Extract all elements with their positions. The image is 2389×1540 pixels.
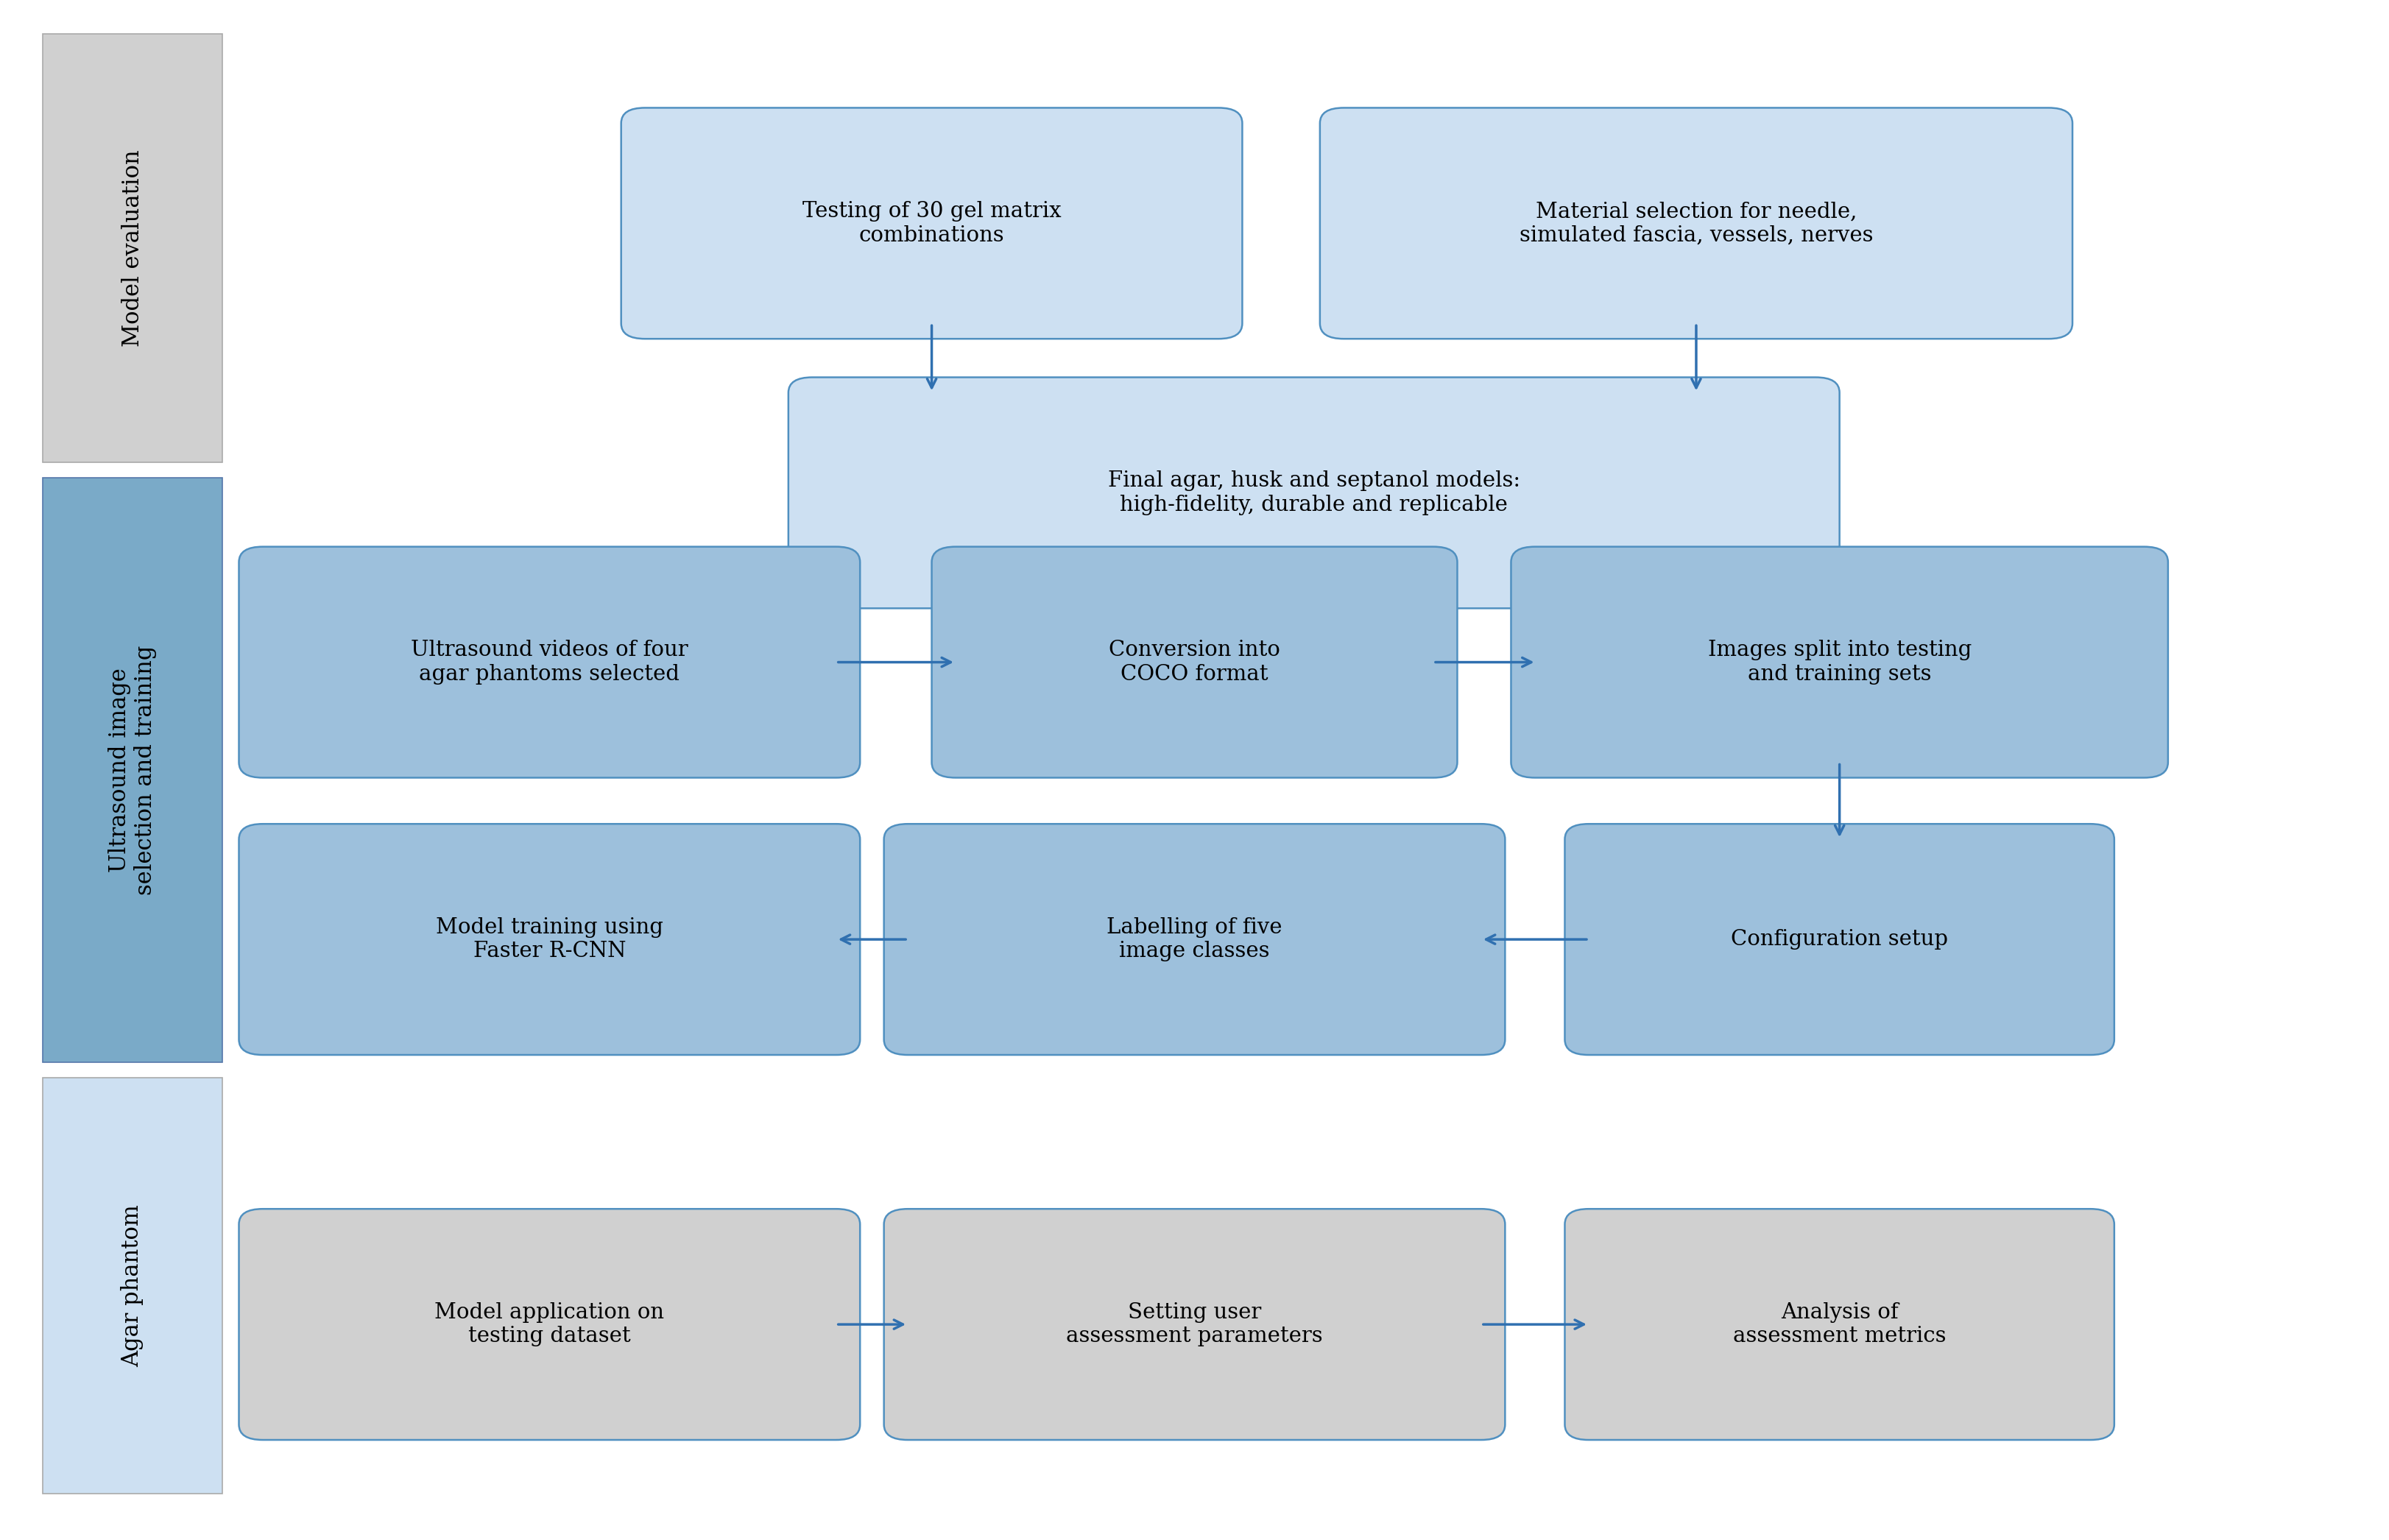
Text: Model application on
testing dataset: Model application on testing dataset — [435, 1303, 664, 1346]
FancyBboxPatch shape — [43, 34, 222, 462]
Text: Model evaluation: Model evaluation — [122, 149, 143, 347]
FancyBboxPatch shape — [621, 108, 1242, 339]
FancyBboxPatch shape — [239, 1209, 860, 1440]
Text: Model training using
Faster R-CNN: Model training using Faster R-CNN — [435, 918, 664, 961]
Text: Agar phantom: Agar phantom — [122, 1204, 143, 1368]
FancyBboxPatch shape — [788, 377, 1840, 608]
FancyBboxPatch shape — [43, 477, 222, 1063]
Text: Material selection for needle,
simulated fascia, vessels, nerves: Material selection for needle, simulated… — [1519, 202, 1873, 245]
FancyBboxPatch shape — [43, 1078, 222, 1494]
FancyBboxPatch shape — [1319, 108, 2071, 339]
FancyBboxPatch shape — [932, 547, 1457, 778]
Text: Configuration setup: Configuration setup — [1732, 929, 1947, 950]
FancyBboxPatch shape — [1512, 547, 2169, 778]
Text: Setting user
assessment parameters: Setting user assessment parameters — [1065, 1303, 1324, 1346]
Text: Images split into testing
and training sets: Images split into testing and training s… — [1708, 641, 1971, 684]
Text: Analysis of
assessment metrics: Analysis of assessment metrics — [1732, 1303, 1947, 1346]
FancyBboxPatch shape — [884, 1209, 1505, 1440]
FancyBboxPatch shape — [239, 824, 860, 1055]
FancyBboxPatch shape — [1565, 1209, 2114, 1440]
Text: Ultrasound videos of four
agar phantoms selected: Ultrasound videos of four agar phantoms … — [411, 641, 688, 684]
Text: Conversion into
COCO format: Conversion into COCO format — [1108, 641, 1281, 684]
Text: Labelling of five
image classes: Labelling of five image classes — [1106, 918, 1283, 961]
Text: Testing of 30 gel matrix
combinations: Testing of 30 gel matrix combinations — [803, 202, 1061, 245]
Text: Ultrasound image
selection and training: Ultrasound image selection and training — [108, 645, 158, 895]
FancyBboxPatch shape — [1565, 824, 2114, 1055]
FancyBboxPatch shape — [884, 824, 1505, 1055]
Text: Final agar, husk and septanol models:
high-fidelity, durable and replicable: Final agar, husk and septanol models: hi… — [1108, 471, 1519, 514]
FancyBboxPatch shape — [239, 547, 860, 778]
